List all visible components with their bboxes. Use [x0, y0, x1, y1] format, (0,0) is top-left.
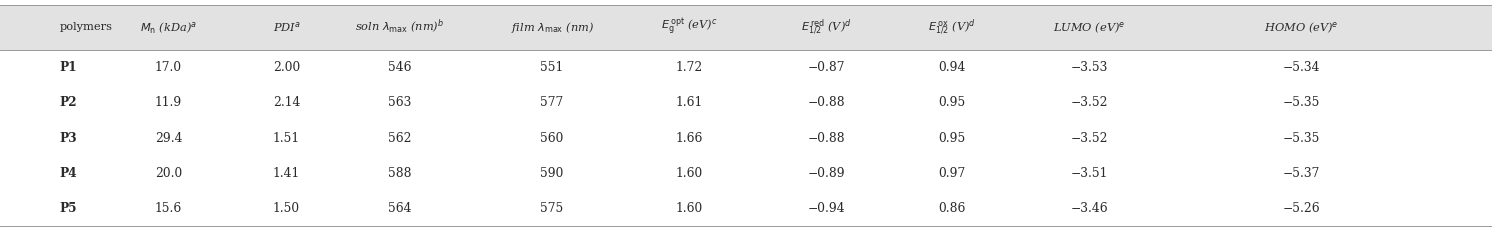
Text: LUMO (eV)$^{e}$: LUMO (eV)$^{e}$ [1053, 20, 1125, 35]
Text: 1.41: 1.41 [273, 167, 300, 180]
Text: P1: P1 [60, 61, 78, 74]
Text: PDI$^{a}$: PDI$^{a}$ [273, 20, 300, 34]
Text: 0.86: 0.86 [938, 202, 965, 215]
Text: −3.46: −3.46 [1070, 202, 1109, 215]
Text: 560: 560 [540, 131, 564, 145]
Text: HOMO (eV)$^{e}$: HOMO (eV)$^{e}$ [1264, 20, 1338, 35]
Text: −0.87: −0.87 [807, 61, 846, 74]
Text: −0.88: −0.88 [807, 96, 846, 109]
Text: 20.0: 20.0 [155, 167, 182, 180]
Text: 29.4: 29.4 [155, 131, 182, 145]
Text: −0.94: −0.94 [807, 202, 846, 215]
Text: 562: 562 [388, 131, 412, 145]
Text: 563: 563 [388, 96, 412, 109]
Text: 588: 588 [388, 167, 412, 180]
Text: 11.9: 11.9 [155, 96, 182, 109]
Text: 0.94: 0.94 [938, 61, 965, 74]
Text: 1.60: 1.60 [676, 202, 703, 215]
Text: −5.34: −5.34 [1282, 61, 1320, 74]
Text: 0.97: 0.97 [938, 167, 965, 180]
Text: −3.53: −3.53 [1070, 61, 1109, 74]
Text: 564: 564 [388, 202, 412, 215]
Text: 551: 551 [540, 61, 564, 74]
Text: 575: 575 [540, 202, 564, 215]
Text: P2: P2 [60, 96, 78, 109]
Text: $E_{1/2}^{\,\mathrm{red}}$ (V)$^{d}$: $E_{1/2}^{\,\mathrm{red}}$ (V)$^{d}$ [801, 17, 852, 37]
Text: P3: P3 [60, 131, 78, 145]
Text: 1.72: 1.72 [676, 61, 703, 74]
Text: 17.0: 17.0 [155, 61, 182, 74]
Text: −5.26: −5.26 [1282, 202, 1320, 215]
Text: $E_{\mathrm{g}}^{\,\mathrm{opt}}$ (eV)$^{c}$: $E_{\mathrm{g}}^{\,\mathrm{opt}}$ (eV)$^… [661, 17, 718, 38]
Text: polymers: polymers [60, 22, 113, 32]
Text: film $\lambda_{\mathrm{max}}$ (nm): film $\lambda_{\mathrm{max}}$ (nm) [510, 20, 594, 35]
Text: soln $\lambda_{\mathrm{max}}$ (nm)$^{b}$: soln $\lambda_{\mathrm{max}}$ (nm)$^{b}$ [355, 18, 445, 36]
Text: 1.50: 1.50 [273, 202, 300, 215]
Text: 1.60: 1.60 [676, 167, 703, 180]
Text: −5.35: −5.35 [1282, 96, 1320, 109]
Text: $E_{1/2}^{\,\mathrm{ox}}$ (V)$^{d}$: $E_{1/2}^{\,\mathrm{ox}}$ (V)$^{d}$ [928, 17, 976, 37]
Text: −3.52: −3.52 [1070, 96, 1109, 109]
Text: 1.66: 1.66 [676, 131, 703, 145]
Text: 0.95: 0.95 [938, 131, 965, 145]
Text: 0.95: 0.95 [938, 96, 965, 109]
Text: 590: 590 [540, 167, 564, 180]
Text: P5: P5 [60, 202, 78, 215]
Text: 2.00: 2.00 [273, 61, 300, 74]
Text: −3.51: −3.51 [1070, 167, 1109, 180]
Text: 577: 577 [540, 96, 564, 109]
Bar [0, 5, 1492, 50]
Text: −0.88: −0.88 [807, 131, 846, 145]
Text: P4: P4 [60, 167, 78, 180]
Text: −5.37: −5.37 [1282, 167, 1320, 180]
Text: 1.51: 1.51 [273, 131, 300, 145]
Text: −5.35: −5.35 [1282, 131, 1320, 145]
Text: 2.14: 2.14 [273, 96, 300, 109]
Text: $\mathit{M}_{\mathrm{n}}$ (kDa)$^{a}$: $\mathit{M}_{\mathrm{n}}$ (kDa)$^{a}$ [140, 20, 197, 35]
Text: 15.6: 15.6 [155, 202, 182, 215]
Text: 1.61: 1.61 [676, 96, 703, 109]
Text: 546: 546 [388, 61, 412, 74]
Text: −0.89: −0.89 [807, 167, 846, 180]
Text: −3.52: −3.52 [1070, 131, 1109, 145]
